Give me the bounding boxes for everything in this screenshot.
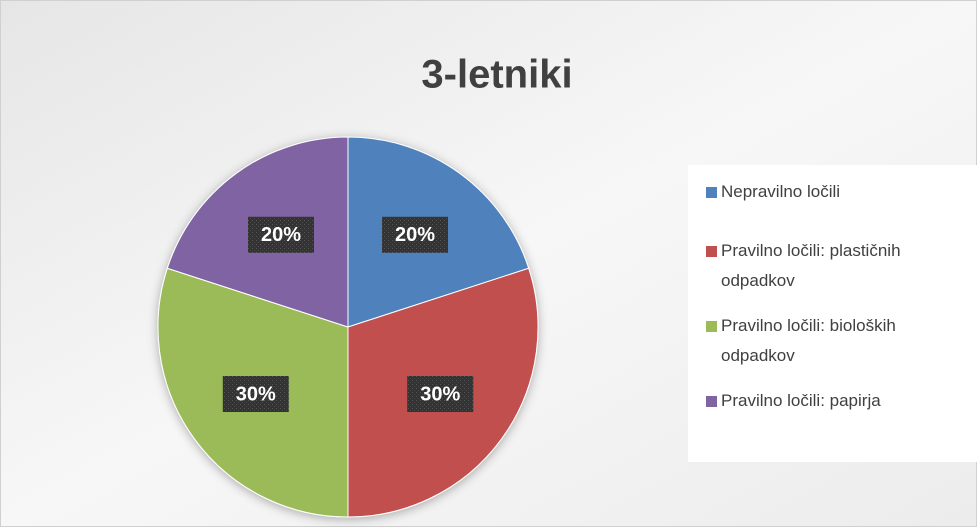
legend-label: Nepravilno ločili [721, 182, 841, 201]
data-label-box [247, 216, 314, 253]
legend-swatch [706, 396, 717, 407]
legend-item: Pravilno ločili: plastičnih odpadkov [706, 236, 967, 296]
legend-swatch [706, 321, 717, 332]
data-label-box [382, 216, 449, 253]
data-label: 30% [420, 383, 460, 405]
legend-item: Pravilno ločili: bioloških odpadkov [706, 311, 967, 371]
chart-title: 3-letniki [421, 53, 572, 97]
data-label: 20% [395, 224, 435, 246]
data-label: 20% [261, 224, 301, 246]
legend-item: Nepravilno ločili [706, 177, 967, 207]
legend-label: Pravilno ločili: plastičnih odpadkov [721, 241, 901, 290]
legend-swatch [706, 246, 717, 257]
pie [157, 136, 539, 518]
data-label-box [222, 376, 289, 413]
data-label: 30% [236, 383, 276, 405]
legend-item: Pravilno ločili: papirja [706, 386, 967, 416]
legend: Nepravilno ločili Pravilno ločili: plasti… [688, 165, 977, 462]
legend-swatch [706, 187, 717, 198]
legend-label: Pravilno ločili: bioloških odpadkov [721, 316, 896, 365]
legend-label: Pravilno ločili: papirja [721, 391, 881, 410]
data-label-box [407, 376, 474, 413]
